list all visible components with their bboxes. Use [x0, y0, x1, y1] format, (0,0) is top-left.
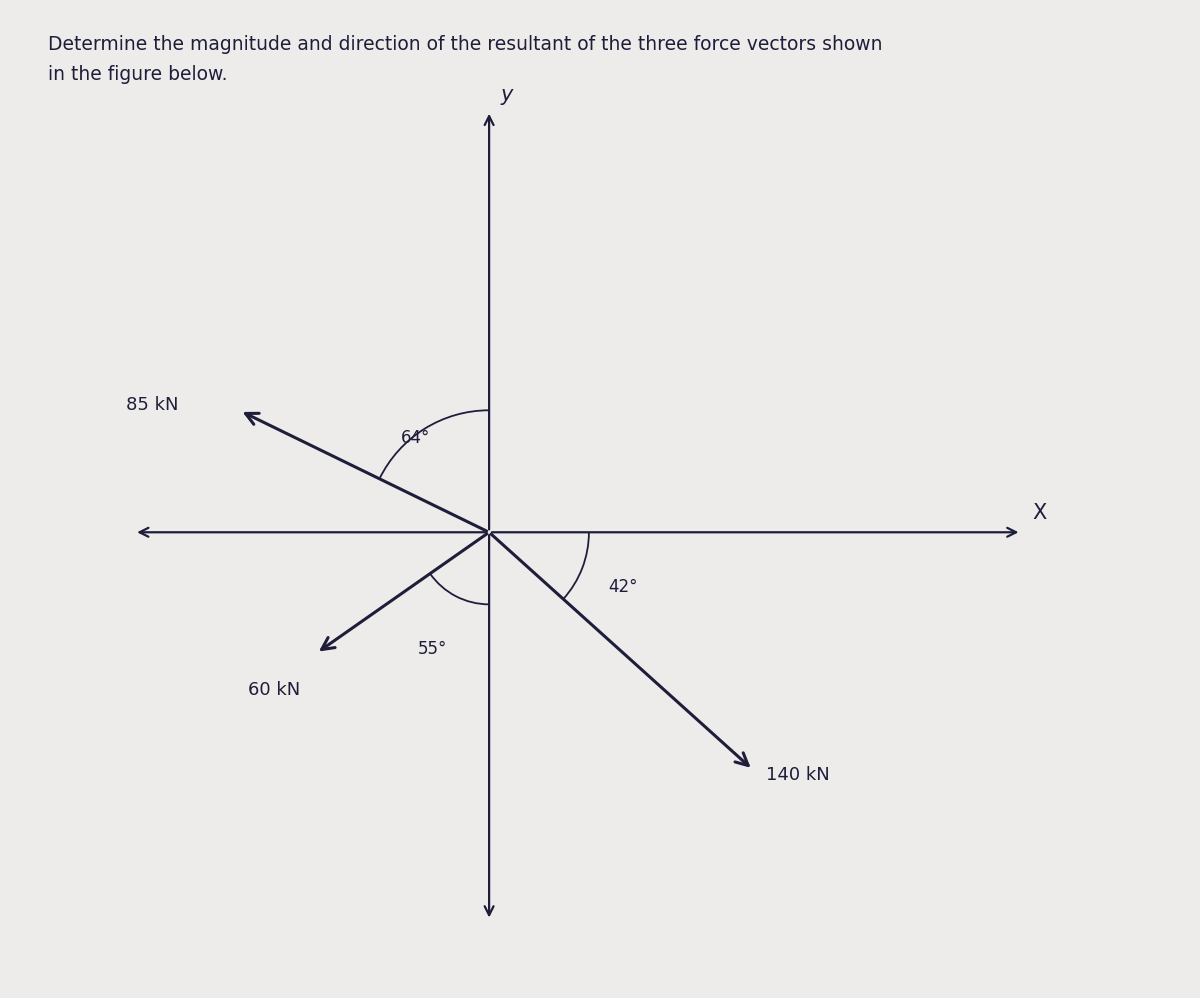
Text: Determine the magnitude and direction of the resultant of the three force vector: Determine the magnitude and direction of… [48, 35, 882, 54]
Text: 64°: 64° [401, 429, 431, 447]
Text: 60 kN: 60 kN [247, 681, 300, 699]
Text: 85 kN: 85 kN [126, 396, 179, 414]
Text: y: y [500, 86, 512, 106]
Text: 42°: 42° [608, 578, 637, 596]
Text: in the figure below.: in the figure below. [48, 65, 228, 84]
Text: X: X [1032, 503, 1046, 523]
Text: 140 kN: 140 kN [766, 766, 830, 784]
Text: 55°: 55° [418, 641, 448, 659]
